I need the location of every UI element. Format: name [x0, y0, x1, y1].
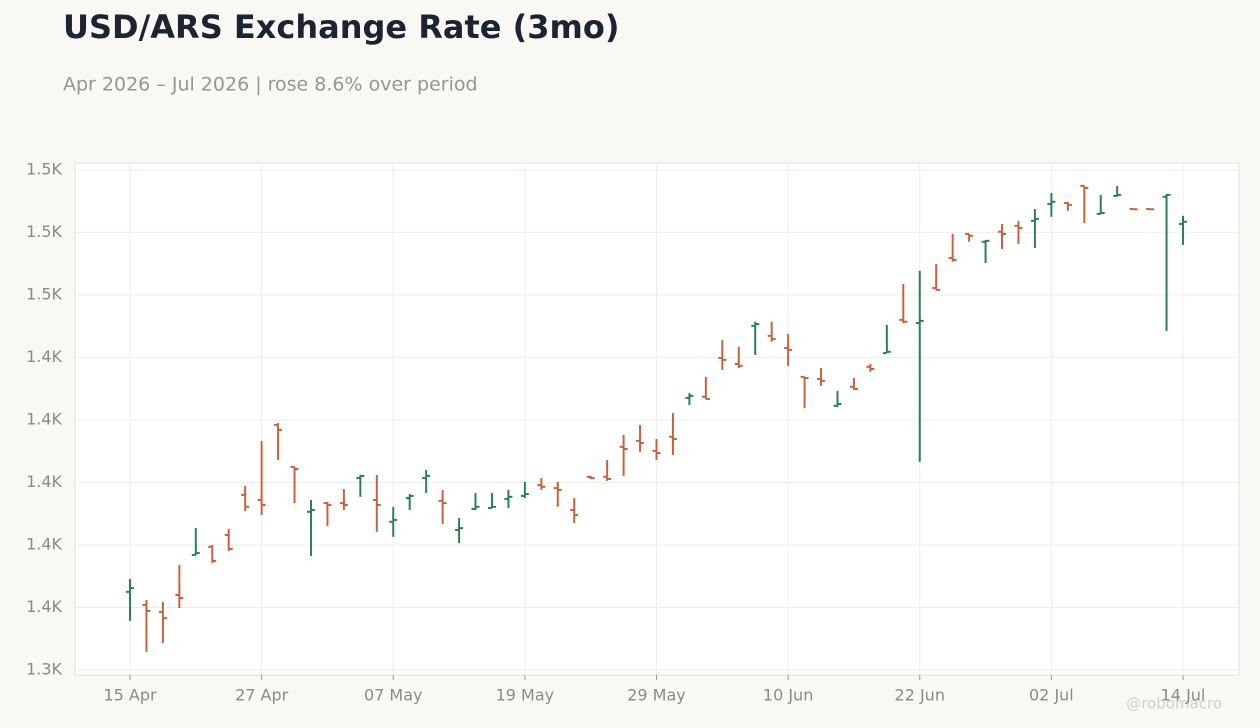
- x-tick-label: 07 May: [364, 686, 423, 705]
- x-tick-label: 19 May: [496, 686, 555, 705]
- x-tick-label: 15 Apr: [103, 686, 157, 705]
- x-tick-label: 27 Apr: [235, 686, 289, 705]
- y-tick-label: 1.4K: [26, 534, 62, 553]
- x-tick-label: 10 Jun: [763, 686, 813, 705]
- chart-subtitle: Apr 2026 – Jul 2026 | rose 8.6% over per…: [63, 74, 478, 96]
- y-tick-label: 1.4K: [26, 347, 62, 366]
- y-tick-label: 1.5K: [26, 159, 62, 178]
- x-tick-label: 14 Jul: [1161, 686, 1206, 705]
- y-tick-label: 1.5K: [26, 284, 62, 303]
- x-tick-label: 02 Jul: [1029, 686, 1074, 705]
- y-tick-label: 1.4K: [26, 597, 62, 616]
- watermark: @robomacro: [1126, 695, 1222, 713]
- y-tick-label: 1.5K: [26, 222, 62, 241]
- chart-title: USD/ARS Exchange Rate (3mo): [63, 8, 619, 46]
- y-tick-label: 1.4K: [26, 472, 62, 491]
- y-tick-label: 1.3K: [26, 659, 62, 678]
- x-tick-label: 29 May: [627, 686, 686, 705]
- x-tick-label: 22 Jun: [895, 686, 945, 705]
- y-tick-label: 1.4K: [26, 409, 62, 428]
